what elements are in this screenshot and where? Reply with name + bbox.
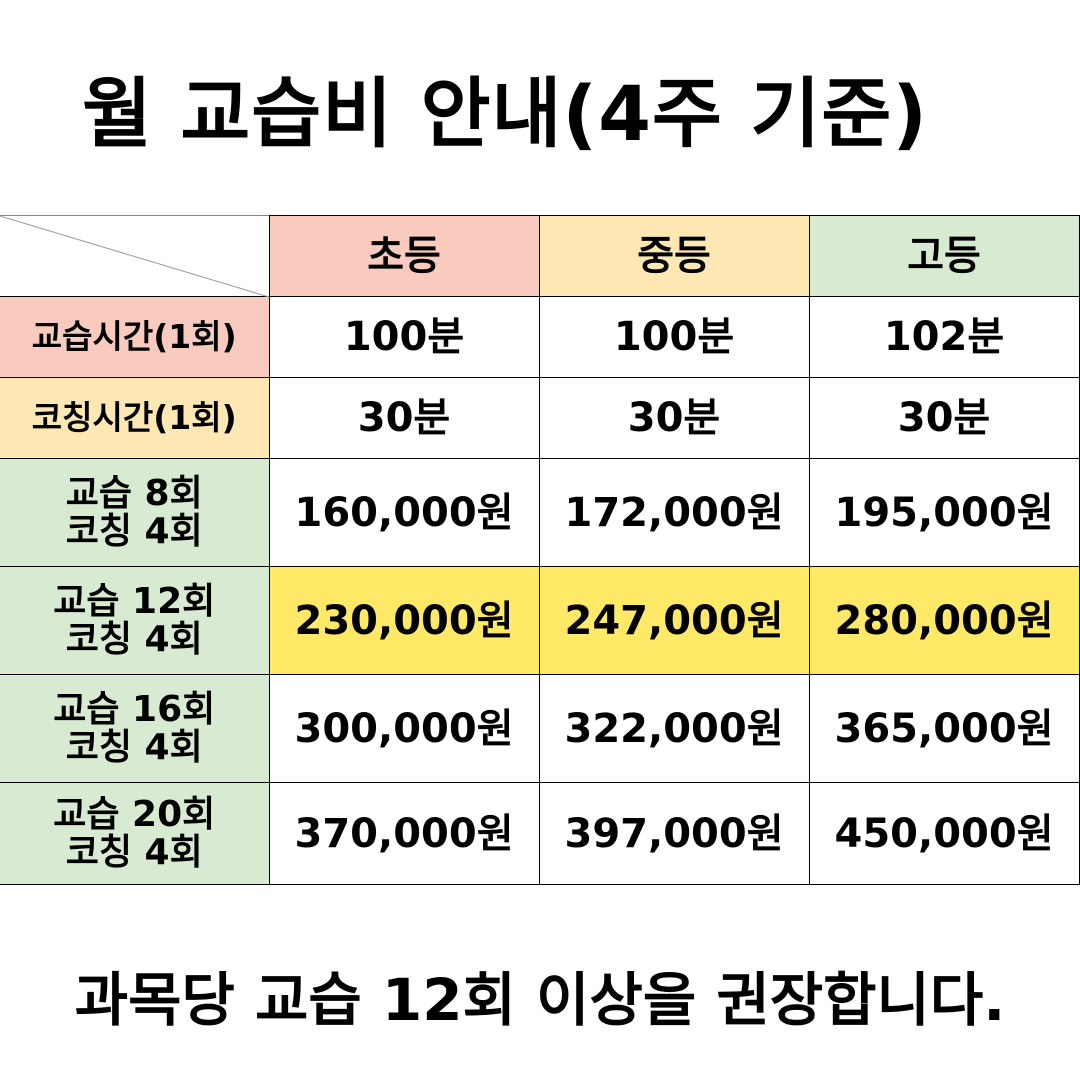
row-header-line: 교습 20회 — [53, 793, 216, 835]
table-cell: 280,000원 — [808, 566, 1080, 675]
table-row: 교습 8회 코칭 4회 160,000원 172,000원 195,000원 — [0, 458, 1080, 567]
row-header-line: 교습 12회 — [53, 580, 216, 622]
table-cell: 300,000원 — [268, 674, 540, 783]
table-row: 교습 20회 코칭 4회 370,000원 397,000원 450,000원 — [0, 782, 1080, 885]
row-header: 교습 20회 코칭 4회 — [0, 782, 270, 885]
row-header-line: 코칭 4회 — [65, 726, 203, 768]
row-header: 교습 16회 코칭 4회 — [0, 674, 270, 783]
table-cell: 172,000원 — [538, 458, 810, 567]
column-header-elementary: 초등 — [268, 215, 540, 297]
corner-cell — [0, 215, 270, 297]
tuition-table: 초등 중등 고등 교습시간(1회) 100분 100분 102분 코칭시간(1회… — [0, 215, 1080, 885]
row-header-line: 코칭 4회 — [65, 510, 203, 552]
row-header: 교습 8회 코칭 4회 — [0, 458, 270, 567]
row-header: 코칭시간(1회) — [0, 377, 270, 459]
table-row: 교습 16회 코칭 4회 300,000원 322,000원 365,000원 — [0, 674, 1080, 783]
page-title: 월 교습비 안내(4주 기준) — [81, 69, 928, 158]
column-header-high: 고등 — [808, 215, 1080, 297]
row-header: 교습 12회 코칭 4회 — [0, 566, 270, 675]
table-cell: 30분 — [808, 377, 1080, 459]
table-cell: 365,000원 — [808, 674, 1080, 783]
row-header-line: 코칭 4회 — [65, 831, 203, 873]
table-cell: 397,000원 — [538, 782, 810, 885]
column-header-middle: 중등 — [538, 215, 810, 297]
row-header-line: 코칭 4회 — [65, 618, 203, 660]
table-cell: 195,000원 — [808, 458, 1080, 567]
table-cell: 100분 — [538, 296, 810, 378]
table-cell: 322,000원 — [538, 674, 810, 783]
table-cell: 100분 — [268, 296, 540, 378]
diagonal-divider — [0, 216, 269, 297]
table-header-row: 초등 중등 고등 — [0, 215, 1080, 297]
recommendation-note: 과목당 교습 12회 이상을 권장합니다. — [74, 966, 1006, 1034]
table-row: 코칭시간(1회) 30분 30분 30분 — [0, 377, 1080, 459]
table-cell: 30분 — [268, 377, 540, 459]
table-cell: 370,000원 — [268, 782, 540, 885]
row-header-line: 교습 8회 — [65, 472, 203, 514]
table-cell: 450,000원 — [808, 782, 1080, 885]
table-cell: 160,000원 — [268, 458, 540, 567]
table-row: 교습시간(1회) 100분 100분 102분 — [0, 296, 1080, 378]
table-row-highlighted: 교습 12회 코칭 4회 230,000원 247,000원 280,000원 — [0, 566, 1080, 675]
table-cell: 247,000원 — [538, 566, 810, 675]
table-cell: 230,000원 — [268, 566, 540, 675]
table-cell: 30분 — [538, 377, 810, 459]
row-header-line: 교습 16회 — [53, 688, 216, 730]
table-cell: 102분 — [808, 296, 1080, 378]
row-header: 교습시간(1회) — [0, 296, 270, 378]
